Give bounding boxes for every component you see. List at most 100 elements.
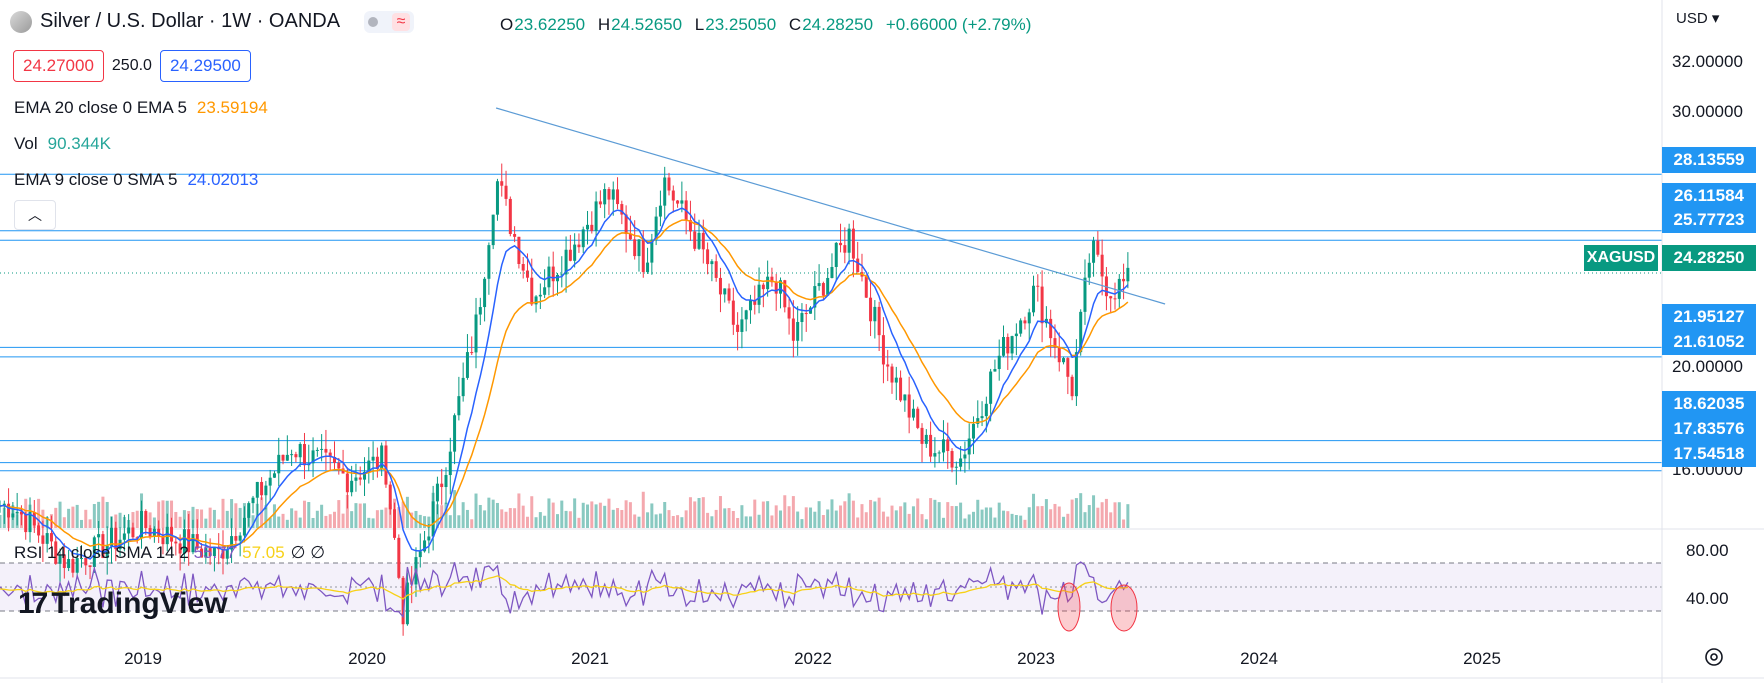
volume-bars: [0, 490, 1130, 528]
buy-price-button[interactable]: 24.29500: [159, 50, 251, 82]
volume-bar: [114, 514, 118, 528]
candle: [15, 511, 19, 514]
volume-legend[interactable]: Vol 90.344K: [14, 134, 111, 154]
rsi-axis-label: 80.00: [1686, 541, 1729, 560]
candle: [1074, 352, 1078, 397]
candle: [114, 527, 118, 550]
volume-bar: [418, 514, 422, 528]
volume-bar: [478, 504, 482, 528]
candle: [731, 300, 735, 325]
currency-selector[interactable]: USD ▾: [1676, 9, 1719, 27]
volume-bar: [200, 509, 204, 528]
symbol-header[interactable]: Silver / U.S. Dollar · 1W · OANDA ≈: [10, 10, 415, 33]
volume-bar: [886, 516, 890, 528]
candle: [633, 239, 637, 257]
candle: [32, 511, 36, 526]
volume-bar: [264, 505, 268, 528]
volume-bar: [320, 504, 324, 528]
volume-bar: [616, 508, 620, 528]
candle: [457, 396, 461, 416]
volume-bar: [341, 513, 345, 528]
rsi-legend[interactable]: RSI 14 close SMA 14 2 55.77 57.05 ∅ ∅: [14, 543, 325, 563]
candle: [448, 451, 452, 476]
candle: [1070, 376, 1074, 397]
settings-gear-icon[interactable]: [1702, 645, 1726, 669]
volume-bar: [573, 498, 577, 528]
volume-bar: [448, 515, 452, 528]
candle: [1087, 262, 1091, 278]
candle: [817, 283, 821, 287]
volume-bar: [620, 509, 624, 528]
candle: [1079, 311, 1083, 353]
candle: [654, 216, 658, 240]
candle: [538, 294, 542, 297]
candle: [697, 232, 701, 249]
volume-bar: [796, 511, 800, 528]
candle: [736, 324, 740, 332]
watermark-text: TradingView: [51, 587, 228, 620]
level-tag: 21.61052: [1662, 329, 1756, 355]
price-axis-label: 32.00000: [1672, 52, 1743, 71]
symbol-title[interactable]: Silver / U.S. Dollar · 1W · OANDA: [40, 10, 341, 32]
candle: [79, 558, 83, 560]
volume-bar: [461, 502, 465, 528]
volume-bar: [710, 516, 714, 528]
candle: [24, 514, 28, 533]
volume-bar: [1109, 512, 1113, 528]
volume-bar: [779, 510, 782, 528]
volume-bar: [594, 504, 598, 528]
candle: [671, 190, 675, 201]
candle: [667, 177, 671, 191]
volume-bar: [603, 505, 607, 528]
volume-bar: [238, 507, 242, 528]
candle: [277, 454, 281, 474]
candle: [611, 189, 615, 200]
volume-bar: [1057, 506, 1061, 528]
volume-bar: [701, 497, 705, 528]
candle: [148, 528, 152, 537]
volume-bar: [281, 513, 285, 528]
candle: [740, 319, 744, 332]
time-axis-label: 2020: [348, 649, 386, 668]
price-axis-label: 30.00000: [1672, 102, 1743, 121]
candle: [204, 548, 208, 558]
volume-bar: [54, 507, 58, 528]
candle: [821, 283, 825, 296]
candle: [397, 537, 401, 578]
volume-bar: [182, 510, 186, 528]
volume-bar: [813, 511, 817, 528]
compare-toggle[interactable]: ≈: [364, 10, 415, 33]
candle: [688, 220, 692, 232]
candle: [834, 242, 838, 267]
candle: [225, 549, 229, 559]
candle: [864, 276, 868, 298]
volume-bar: [727, 508, 731, 528]
volume-bar: [847, 493, 851, 528]
close-label: C: [788, 15, 802, 34]
candles: [0, 163, 1130, 636]
ema9-legend[interactable]: EMA 9 close 0 SMA 5 24.02013: [14, 170, 258, 190]
candle: [200, 548, 204, 558]
level-tag: 18.62035: [1662, 391, 1756, 417]
volume-bar: [1126, 504, 1130, 528]
ema20-legend[interactable]: EMA 20 close 0 EMA 5 23.59194: [14, 98, 268, 118]
candle: [170, 526, 174, 542]
candle: [890, 366, 894, 383]
volume-bar: [556, 514, 559, 528]
volume-bar: [84, 509, 88, 528]
candle: [363, 471, 367, 480]
volume-bar: [208, 507, 212, 528]
collapse-legend-button[interactable]: ︿: [14, 200, 56, 230]
candle: [19, 511, 23, 515]
volume-bar: [405, 496, 409, 528]
volume-bar: [748, 516, 752, 528]
candle: [1122, 278, 1126, 282]
sell-price-button[interactable]: 24.27000: [13, 50, 104, 82]
candle: [242, 517, 246, 536]
volume-bar: [598, 502, 602, 528]
candle: [1027, 312, 1031, 324]
volume-value: 90.344K: [47, 134, 111, 153]
volume-bar: [487, 497, 491, 528]
candle: [41, 535, 45, 544]
